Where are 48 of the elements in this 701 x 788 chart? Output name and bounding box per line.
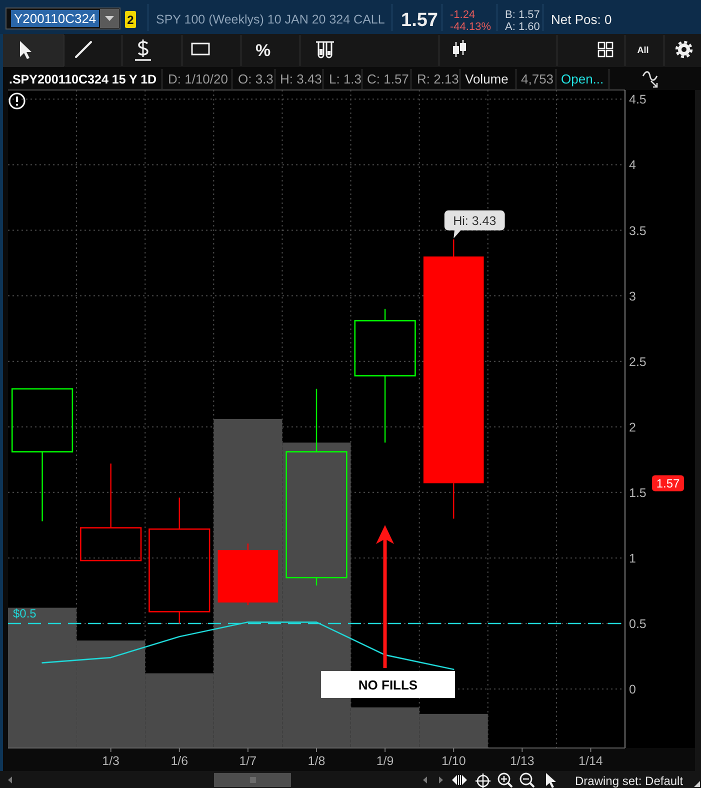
y-tick-label: 4.5 [629,92,646,107]
candlestick [80,462,142,562]
candlestick [423,238,484,520]
candlestick [11,388,74,522]
ref-line-label: $0.5 [13,606,37,620]
text: Y200110C324 [14,11,96,26]
text: 1.57 [401,10,438,31]
candlestick [148,497,210,624]
x-tick-label: 1/10 [441,754,466,768]
y-tick-label: 0.5 [629,616,646,631]
x-tick-label: 1/14 [578,754,603,768]
text: % [255,41,271,60]
x-tick-label: 1/3 [102,754,120,768]
text: O: 3.3 [238,72,274,86]
text: Open... [561,72,604,86]
text: Volume [465,72,508,86]
annotation: NO FILLS [358,678,418,692]
y-tick-label: 2 [629,420,636,434]
chart-title: .SPY200110C324 15 Y 1D [9,72,157,86]
text: C: 1.57 [367,72,409,86]
candlestick [354,308,416,444]
text: A: 1.60 [505,21,540,33]
x-tick-label: 1/13 [510,754,534,768]
annotation: Hi: 3.43 [453,214,496,228]
y-tick-label: 0 [629,682,636,697]
text: L: 1.3 [329,72,362,86]
x-tick-label: 1/8 [308,754,326,768]
y-tick-label: 1.5 [629,486,646,500]
text: SPY 100 (Weeklys) 10 JAN 20 324 CALL [156,12,385,26]
x-tick-label: 1/7 [239,754,257,768]
text: Drawing set: Default [575,774,684,788]
y-tick-label: 4 [629,158,636,172]
text: B: 1.57 [505,9,540,21]
x-tick-label: 1/6 [170,754,188,768]
text: 4,753 [521,72,554,86]
text: H: 3.43 [280,72,322,86]
y-tick-label: 3.5 [629,224,646,238]
y-tick-label: 2.5 [629,354,646,369]
text: All [637,45,649,55]
text: -1.24 [450,9,476,21]
text: D: 1/10/20 [168,72,228,86]
text: -44.13% [450,21,492,33]
y-tick-label: 3 [629,289,636,304]
y-tick-label: 1 [629,551,636,566]
text: R: 2.13 [417,72,459,86]
text: Net Pos: 0 [551,12,612,27]
x-tick-label: 1/9 [376,754,394,768]
text: 1.57 [656,476,680,491]
